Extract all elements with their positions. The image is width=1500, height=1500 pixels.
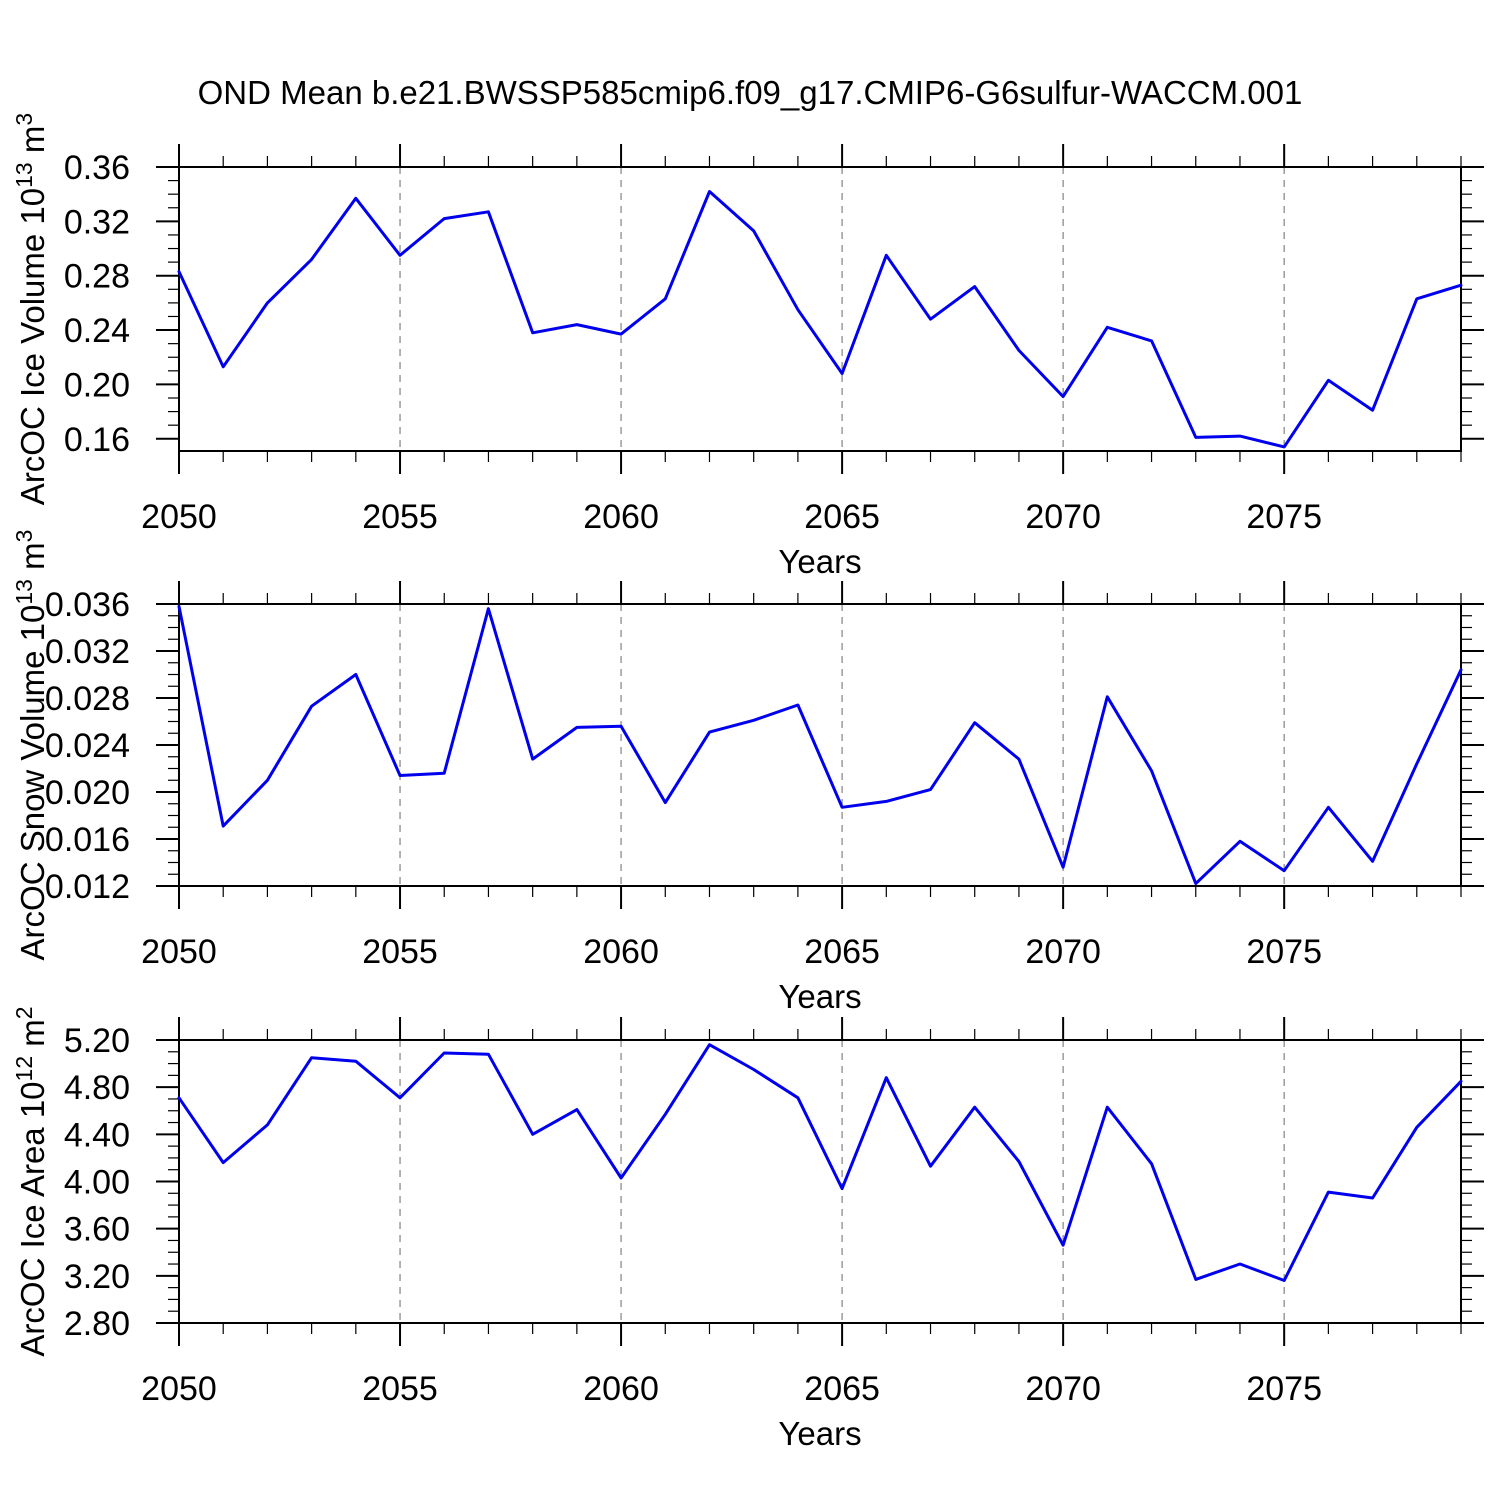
figure-title: OND Mean b.e21.BWSSP585cmip6.f09_g17.CMI…: [197, 74, 1303, 111]
y-tick-label: 3.20: [64, 1258, 130, 1296]
x-axis-title: Years: [778, 1415, 861, 1452]
x-tick-label: 2055: [362, 498, 438, 536]
plot-frame: [178, 166, 1462, 452]
data-line-ice-volume: [177, 190, 1463, 449]
panel-snow-volume: 0.036 0.032 0.028 0.024 0.020 0.016 0.012 2050 2…: [11, 530, 1484, 1015]
y-tick-label: 0.028: [45, 680, 130, 718]
y-tick-label: 0.20: [64, 366, 130, 404]
y-axis-title: ArcOC Ice Area 1012 m2: [11, 1006, 51, 1356]
y-tick-label: 0.036: [45, 586, 130, 624]
x-tick-label: 2075: [1246, 1370, 1322, 1408]
x-tick-label: 2055: [362, 1370, 438, 1408]
x-tick-label: 2055: [362, 933, 438, 971]
y-axis-title: ArcOC Snow Volume 1013 m3: [11, 530, 51, 961]
panel-ice-area: 5.20 4.80 4.40 4.00 3.60 3.20 2.80 2050 2055 2060…: [11, 1006, 1484, 1452]
x-tick-label: 2060: [583, 498, 659, 536]
y-tick-label: 0.020: [45, 774, 130, 812]
x-axis-title: Years: [778, 978, 861, 1015]
y-tick-label: 4.40: [64, 1116, 130, 1154]
x-tick-label: 2065: [804, 933, 880, 971]
y-tick-label: 0.024: [45, 727, 130, 765]
y-axis-title: ArcOC Ice Volume 1013 m3: [11, 113, 51, 505]
y-tick-label: 0.016: [45, 821, 130, 859]
y-tick-label: 0.012: [45, 868, 130, 906]
y-tick-label: 0.24: [64, 312, 130, 350]
x-tick-label: 2060: [583, 933, 659, 971]
x-tick-label: 2070: [1025, 498, 1101, 536]
y-tick-label: 4.00: [64, 1164, 130, 1202]
data-line-snow-volume: [177, 604, 1463, 886]
y-tick-label: 5.20: [64, 1022, 130, 1060]
y-tick-label: 0.32: [64, 203, 130, 241]
x-axis-title: Years: [778, 543, 861, 580]
x-tick-label: 2070: [1025, 1370, 1101, 1408]
plot-frame: [178, 603, 1462, 887]
y-tick-label: 0.032: [45, 633, 130, 671]
x-tick-label: 2065: [804, 1370, 880, 1408]
y-tick-label: 0.16: [64, 421, 130, 459]
y-tick-label: 0.28: [64, 258, 130, 296]
panel-ice-volume: 0.36 0.32 0.28 0.24 0.20 0.16 2050 2055 2060 2065…: [11, 113, 1484, 580]
x-tick-label: 2075: [1246, 933, 1322, 971]
x-tick-label: 2050: [141, 498, 217, 536]
y-tick-label: 4.80: [64, 1069, 130, 1107]
x-tick-label: 2075: [1246, 498, 1322, 536]
x-tick-label: 2050: [141, 1370, 217, 1408]
y-tick-label: 2.80: [64, 1305, 130, 1343]
x-tick-label: 2070: [1025, 933, 1101, 971]
x-tick-label: 2050: [141, 933, 217, 971]
x-tick-label: 2065: [804, 498, 880, 536]
plot-frame: [178, 1039, 1462, 1324]
y-tick-label: 0.36: [64, 149, 130, 187]
x-tick-label: 2060: [583, 1370, 659, 1408]
data-line-ice-area: [177, 1043, 1463, 1282]
y-tick-label: 3.60: [64, 1211, 130, 1249]
